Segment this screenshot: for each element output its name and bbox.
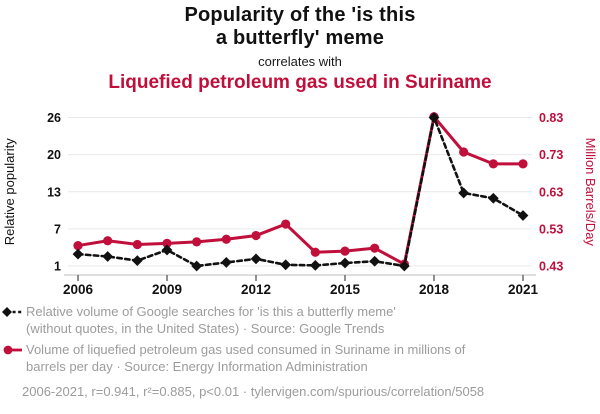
x-axis-tick-label: 2015	[330, 282, 361, 297]
right-axis-tick-label: 0.43	[539, 260, 563, 274]
meme-data-point	[458, 187, 470, 199]
chart-title-line2: a butterfly' meme	[215, 27, 385, 49]
x-axis-tick-label: 2006	[63, 282, 94, 297]
correlates-with-label: correlates with	[258, 54, 342, 69]
left-axis-tick-label: 1	[54, 260, 61, 274]
left-axis-tick-label: 7	[54, 222, 61, 236]
x-axis-tick-label: 2009	[152, 282, 182, 297]
meme-data-point	[131, 255, 143, 267]
meme-data-point	[339, 257, 351, 269]
lpg-data-point	[132, 239, 142, 250]
lpg-data-point	[221, 234, 231, 244]
meme-data-point	[369, 255, 381, 267]
left-axis-tick-label: 13	[47, 185, 61, 199]
right-axis-tick-label: 0.53	[539, 222, 563, 236]
meme-data-point	[191, 260, 203, 272]
meme-data-point	[280, 259, 292, 271]
chart-header: Popularity of the 'is this a butterfly' m…	[0, 0, 600, 93]
legend-item-meme-series: Relative volume of Google searches for '…	[2, 304, 396, 337]
right-axis-tick-label: 0.73	[539, 148, 563, 162]
legend-text-lpg-series: Volume of liquefied petroleum gas used c…	[26, 342, 465, 375]
lpg-data-point	[281, 219, 291, 229]
lpg-data-point	[488, 159, 498, 169]
lpg-data-point	[340, 246, 350, 256]
chart-subtitle: Liquefied petroleum gas used in Suriname	[108, 72, 492, 93]
meme-data-point	[102, 251, 114, 262]
lpg-data-point	[192, 237, 202, 247]
meme-data-point	[428, 112, 440, 123]
legend-meme-line1: Relative volume of Google searches for '…	[26, 304, 396, 319]
left-axis-title: Relative popularity	[2, 138, 17, 245]
meme-data-point	[72, 248, 84, 260]
x-axis-tick-label: 2012	[241, 282, 271, 297]
chart-title-line1: Popularity of the 'is this	[184, 4, 416, 26]
lpg-data-point	[162, 238, 172, 248]
meme-series-line	[76, 116, 525, 268]
lpg-data-point	[251, 230, 261, 241]
left-axis-tick-label: 26	[47, 111, 61, 125]
lpg-data-point	[518, 159, 528, 169]
right-axis-tick-label: 0.63	[539, 185, 563, 199]
x-axis-tick-label: 2021	[508, 282, 539, 297]
legend-meme-line2: (without quotes, in the United States) ·…	[26, 320, 385, 336]
lpg-data-point	[103, 236, 113, 246]
meme-data-point	[250, 253, 262, 265]
dual-axis-line-chart: 26 0.83 20 0.73 13 0.63 7 0.53 1 0.43 2006 2009 2012…	[2, 111, 598, 297]
left-axis-tick-label: 20	[47, 148, 61, 162]
x-axis-tick-label: 2018	[419, 282, 450, 297]
legend-text-meme-series: Relative volume of Google searches for '…	[26, 304, 396, 337]
legend-item-lpg-series: Volume of liquefied petroleum gas used c…	[2, 342, 465, 375]
chart-title: Popularity of the 'is this a butterfly' m…	[0, 4, 600, 50]
meme-data-point	[161, 244, 173, 256]
black-dashed-diamond-legend-icon	[2, 307, 22, 317]
lpg-data-point	[459, 147, 469, 157]
lpg-data-point	[73, 240, 83, 251]
lpg-data-point	[370, 243, 380, 253]
meme-data-point	[309, 260, 321, 271]
meme-data-point	[220, 257, 232, 268]
lpg-data-point	[310, 247, 320, 257]
lpg-series-line	[76, 115, 525, 266]
meme-data-point	[517, 210, 529, 221]
right-axis-title: Million Barrels/Day	[583, 138, 598, 247]
stats-footer: 2006-2021, r=0.941, r²=0.885, p<0.01 · t…	[22, 384, 485, 399]
right-axis-tick-label: 0.83	[539, 111, 563, 125]
legend-lpg-line2: barrels per day · Source: Energy Informa…	[26, 358, 368, 374]
red-circle-line-legend-icon	[3, 345, 22, 355]
legend-lpg-line1: Volume of liquefied petroleum gas used c…	[26, 342, 466, 357]
meme-data-point	[487, 192, 499, 204]
